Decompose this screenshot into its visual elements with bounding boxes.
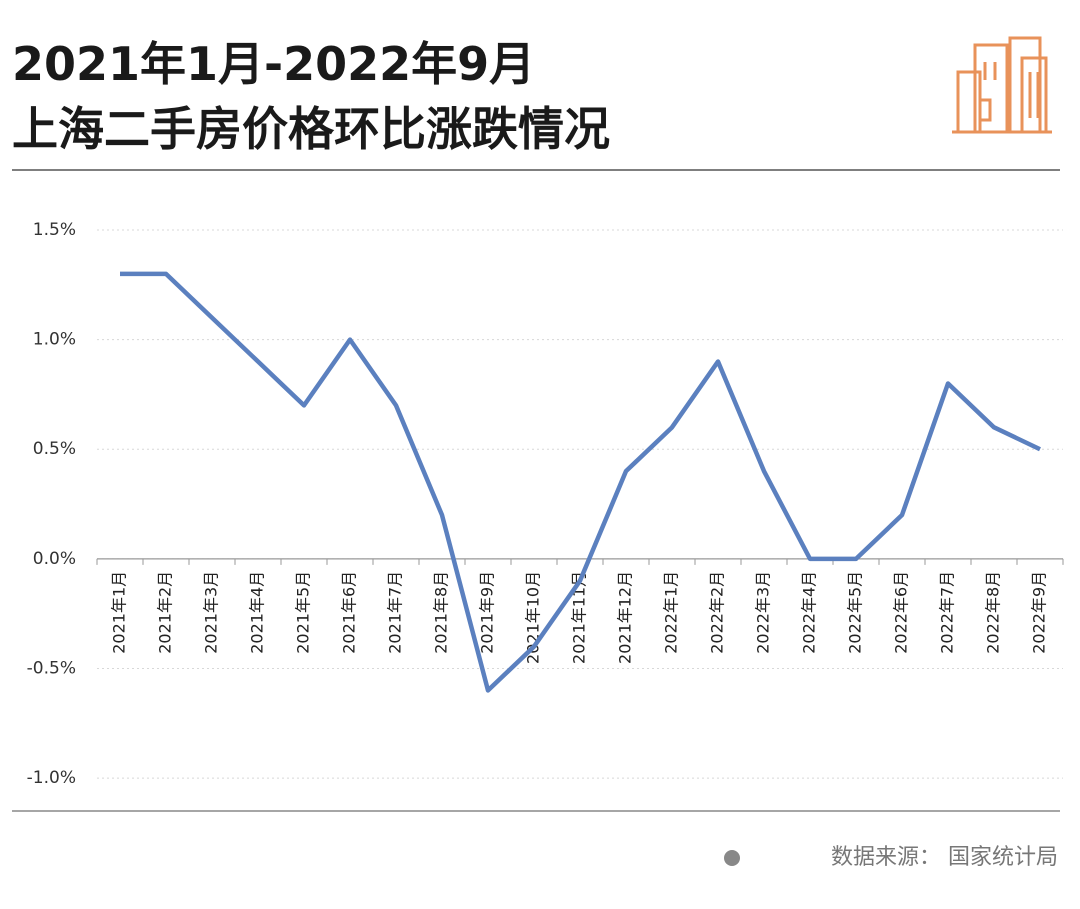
x-tick-label: 2021年8月 (432, 571, 451, 654)
x-tick-label: 2022年9月 (1030, 571, 1049, 654)
x-tick-label: 2022年7月 (938, 571, 957, 654)
y-tick-label: 1.0% (33, 330, 76, 350)
chart-title: 2021年1月-2022年9月 (12, 37, 535, 91)
source-note: 数据来源： 国家统计局 (831, 845, 1058, 870)
x-tick-label: 2021年1月 (110, 571, 129, 654)
x-tick-label: 2021年7月 (386, 571, 405, 654)
y-tick-label: -0.5% (27, 658, 76, 678)
y-tick-label: 1.5% (33, 220, 76, 240)
x-tick-label: 2021年3月 (202, 571, 221, 654)
x-tick-label: 2022年4月 (800, 571, 819, 654)
x-tick-label: 2022年3月 (754, 571, 773, 654)
building-icon (952, 36, 1052, 134)
x-tick-label: 2022年5月 (846, 571, 865, 654)
x-tick-label: 2021年9月 (478, 571, 497, 654)
y-tick-label: 0.0% (33, 549, 76, 569)
y-tick-label: -1.0% (27, 768, 76, 788)
x-tick-label: 2022年2月 (708, 571, 727, 654)
x-tick-label: 2021年2月 (156, 571, 175, 654)
x-tick-label: 2021年11月 (570, 571, 589, 664)
x-tick-label: 2021年5月 (294, 571, 313, 654)
chart-title: 上海二手房价格环比涨跌情况 (12, 102, 610, 156)
x-tick-label: 2022年6月 (892, 571, 911, 654)
x-tick-label: 2021年6月 (340, 571, 359, 654)
data-line (120, 271, 1041, 693)
x-tick-label: 2021年12月 (616, 571, 635, 664)
y-tick-label: 0.5% (33, 439, 76, 459)
x-tick-label: 2022年1月 (662, 571, 681, 654)
source-dot (724, 850, 740, 866)
x-tick-label: 2022年8月 (984, 571, 1003, 654)
x-tick-label: 2021年4月 (248, 571, 267, 654)
